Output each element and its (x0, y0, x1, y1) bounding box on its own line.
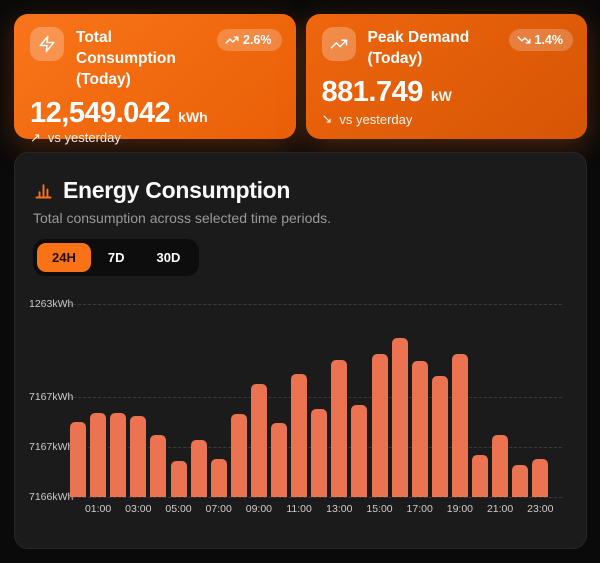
bar-15:00[interactable] (371, 354, 388, 497)
x-axis-tick-label: 01:00 (84, 503, 112, 515)
x-axis-tick-label: 21:00 (486, 503, 514, 515)
tab-24h[interactable]: 24H (37, 243, 91, 272)
y-axis-tick-label: 7167kWh (29, 441, 74, 453)
bar-22:00[interactable] (512, 465, 529, 497)
tab-30d[interactable]: 30D (141, 243, 195, 272)
bar-03:00[interactable] (130, 416, 147, 497)
y-axis-tick-label: 1263kWh (29, 298, 74, 310)
badge-label: 2.6% (243, 33, 272, 47)
plot-area: 1263kWh 7167kWh 7167kWh 7166kWh 01:00 03:00 05… (27, 294, 574, 526)
trending-down-icon (516, 36, 531, 44)
card-title: Total Consumption (Today) (76, 29, 176, 88)
bar-04:00[interactable] (150, 435, 167, 497)
bar-11:00[interactable] (291, 374, 308, 497)
bar-21:00[interactable] (492, 435, 509, 497)
trending-up-icon (225, 36, 239, 44)
x-axis-tick-label: 17:00 (406, 503, 433, 515)
vs-yesterday-row: ↘ vs yesterday (322, 111, 574, 127)
x-axis-tick-label: 13:00 (326, 503, 353, 515)
trend-badge: 2.6% (217, 29, 282, 51)
up-right-arrow-icon: ↗ (30, 129, 41, 145)
trending-up-icon (321, 27, 356, 61)
peak-demand-card: Peak Demand (Today) 1.4% 881.749 kW ↘ vs… (305, 14, 587, 139)
bar-16:00[interactable] (391, 338, 408, 497)
stat-value-row: 881.749 kW (322, 76, 574, 109)
y-axis-tick-label: 7166kWh (29, 491, 74, 503)
bar-02:00[interactable] (110, 413, 127, 497)
down-right-arrow-icon: ↘ (321, 111, 333, 126)
vs-yesterday-row: ↗ vs yesterday (30, 130, 282, 146)
stat-value: 12,549.042 (30, 96, 171, 129)
bar-01:00[interactable] (90, 413, 107, 497)
y-gridline (63, 397, 562, 398)
bar-10:00[interactable] (271, 423, 287, 497)
vs-yesterday-label: vs yesterday (47, 130, 121, 146)
bar-07:00[interactable] (210, 459, 227, 497)
bar-18:00[interactable] (431, 376, 448, 497)
bar-09:00[interactable] (250, 384, 267, 497)
y-gridline (63, 497, 562, 498)
x-axis-tick-label: 07:00 (205, 503, 232, 515)
trend-badge: 1.4% (508, 29, 573, 51)
bar-14:00[interactable] (351, 405, 368, 497)
bar-06:00[interactable] (190, 440, 207, 497)
card-header: Peak Demand (Today) 1.4% (321, 27, 573, 70)
card-title: Peak Demand (Today) (367, 29, 470, 67)
stat-value: 881.749 (321, 75, 424, 108)
x-axis-tick-label: 15:00 (366, 503, 393, 515)
energy-consumption-panel: Energy Consumption Total consumption acr… (14, 152, 587, 549)
x-axis-tick-label: 09:00 (245, 503, 273, 515)
time-range-tabs: 24H 7D 30D (33, 239, 200, 276)
x-axis-tick-label: 23:00 (527, 503, 554, 515)
bar-12:00[interactable] (311, 409, 328, 497)
bar-19:00[interactable] (451, 354, 468, 497)
x-axis-tick-label: 19:00 (446, 503, 474, 515)
total-consumption-card: Total Consumption (Today) 2.6% 12,549.04… (14, 14, 296, 145)
bar-00:00[interactable] (70, 422, 86, 497)
panel-title-row: Energy Consumption (33, 177, 574, 204)
stat-unit: kW (430, 87, 452, 104)
tab-7d[interactable]: 7D (93, 243, 140, 272)
y-axis-tick-label: 7167kWh (29, 391, 74, 403)
bar-05:00[interactable] (170, 461, 187, 497)
bar-chart-icon (35, 184, 52, 199)
bar-13:00[interactable] (331, 360, 348, 497)
stat-unit: kWh (178, 108, 208, 125)
bar-23:00[interactable] (532, 459, 549, 497)
x-axis-tick-label: 11:00 (286, 503, 312, 515)
vs-yesterday-label: vs yesterday (339, 111, 413, 127)
energy-dashboard: Total Consumption (Today) 2.6% 12,549.04… (0, 0, 600, 549)
card-header: Total Consumption (Today) 2.6% (30, 27, 282, 91)
y-gridline (63, 304, 562, 305)
stat-cards-row: Total Consumption (Today) 2.6% 12,549.04… (0, 0, 600, 145)
zap-icon (30, 27, 64, 61)
stat-value-row: 12,549.042 kWh (30, 97, 282, 130)
x-axis-tick-label: 03:00 (125, 503, 152, 515)
bar-17:00[interactable] (411, 361, 428, 497)
panel-title: Energy Consumption (63, 177, 291, 203)
x-axis-tick-label: 05:00 (165, 503, 192, 515)
badge-label: 1.4% (534, 33, 564, 47)
bar-20:00[interactable] (472, 455, 488, 497)
panel-subtitle: Total consumption across selected time p… (33, 210, 332, 226)
bar-08:00[interactable] (230, 414, 247, 497)
